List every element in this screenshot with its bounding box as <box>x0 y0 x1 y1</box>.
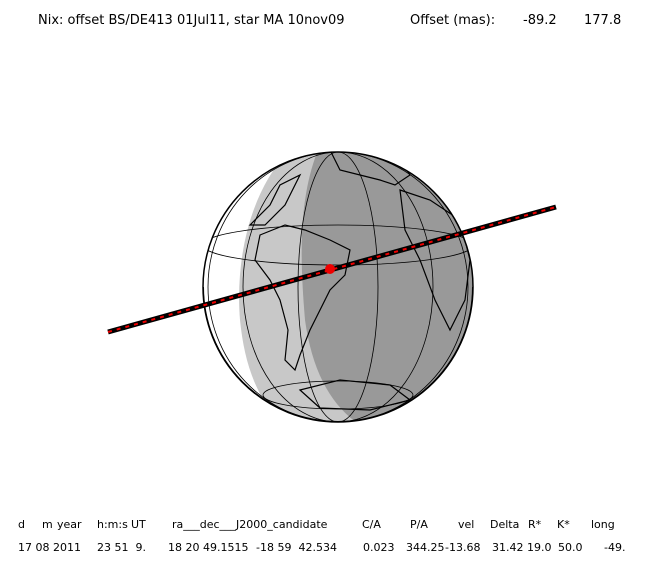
column-header: m <box>42 518 53 531</box>
offset-value: -89.2 <box>523 13 557 28</box>
column-header: Delta <box>490 518 520 531</box>
shadow-centerline <box>107 206 557 333</box>
column-header: UT <box>131 518 146 531</box>
column-header: year <box>57 518 82 531</box>
column-header: h:m:s <box>97 518 128 531</box>
globe-map <box>107 151 557 423</box>
table-cell: 31.42 <box>492 541 524 554</box>
column-header: R* <box>528 518 542 531</box>
table-cell: 344.25 <box>406 541 445 554</box>
table-cell: 19.0 <box>527 541 552 554</box>
table-cell: 50.0 <box>558 541 583 554</box>
offset-value: 177.8 <box>584 13 622 28</box>
column-header: P/A <box>410 518 428 531</box>
table-cell: 23 51 9. <box>97 541 146 554</box>
column-header: long <box>591 518 615 531</box>
title: Nix: offset BS/DE413 01Jul11, star MA 10… <box>38 13 345 28</box>
column-header: ra___dec___J2000_candidate <box>172 518 328 531</box>
table-cell: 18 20 49.1515 <box>168 541 249 554</box>
graticule <box>203 152 473 422</box>
offset-label: Offset (mas): <box>410 13 496 28</box>
table-cell: -13.68 <box>445 541 481 554</box>
column-header: C/A <box>362 518 381 531</box>
table-cell: -18 59 42.534 <box>256 541 337 554</box>
table-cell: 17 08 2011 <box>18 541 81 554</box>
table-cell: -49. <box>604 541 626 554</box>
table-cell: 0.023 <box>363 541 395 554</box>
column-header: d <box>18 518 25 531</box>
event-point <box>325 264 335 274</box>
column-header: K* <box>557 518 570 531</box>
night-zone <box>301 152 473 422</box>
column-header: vel <box>458 518 475 531</box>
